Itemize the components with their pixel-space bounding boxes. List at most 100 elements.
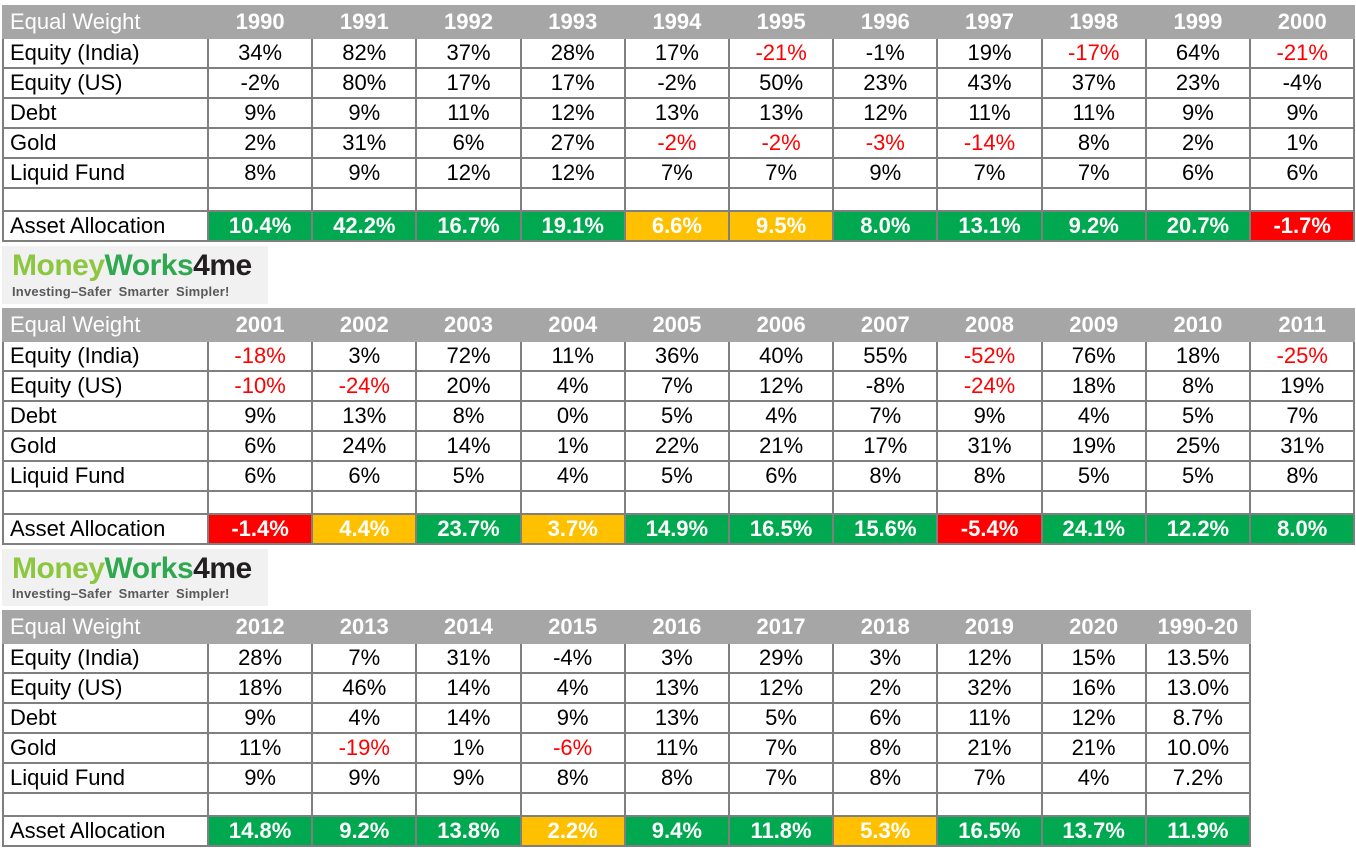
- return-cell: 7%: [936, 157, 1043, 189]
- asset-allocation-row: Asset Allocation -1.4% 4.4% 23.7% 3.7% 14.9% 1…: [2, 512, 1356, 545]
- return-cell: 72%: [415, 339, 522, 372]
- spacer-cell: [832, 489, 939, 515]
- return-cell: 13.5%: [1144, 642, 1252, 674]
- allocation-value-cell: 16.7%: [415, 210, 522, 242]
- return-cell: 19%: [1040, 429, 1147, 462]
- year-header-cell: 1997: [936, 5, 1043, 39]
- return-cell: -24%: [311, 369, 418, 402]
- asset-label-cell: Liquid Fund: [2, 762, 209, 794]
- logo-money-text: Money: [12, 551, 105, 585]
- return-cell: 9%: [415, 762, 522, 794]
- allocation-value-cell: 14.8%: [206, 815, 314, 847]
- return-cell: 9%: [1144, 97, 1252, 129]
- return-cell: 14%: [415, 702, 522, 734]
- return-cell: 6%: [1249, 157, 1356, 189]
- return-cell: 22%: [623, 429, 731, 462]
- return-cell: 18%: [1040, 369, 1147, 402]
- year-header-cell: 2008: [936, 307, 1043, 342]
- year-header-cell: 2014: [415, 610, 522, 644]
- return-cell: 8%: [832, 459, 939, 492]
- allocation-value-cell: 23.7%: [415, 512, 522, 545]
- return-cell: -19%: [311, 732, 418, 764]
- return-cell: -25%: [1249, 339, 1356, 372]
- return-cell: 5%: [623, 459, 731, 492]
- allocation-value-cell: 5.3%: [832, 815, 939, 847]
- return-cell: 64%: [1144, 37, 1252, 69]
- return-cell: 24%: [311, 429, 418, 462]
- spacer-cell: [936, 489, 1043, 515]
- asset-label-cell: Equity (US): [2, 369, 209, 402]
- return-cell: 12%: [728, 369, 835, 402]
- return-cell: 9%: [936, 399, 1043, 432]
- year-header-row: Equal Weight 2001 2002 2003 2004 2005 2006 2007…: [2, 307, 1356, 342]
- return-cell: -6%: [519, 732, 626, 764]
- asset-row: Equity (India) 34% 82% 37% 28% 17% -21% -1% 19% -…: [2, 37, 1356, 69]
- return-cell: 6%: [832, 702, 939, 734]
- year-header-cell: 2010: [1144, 307, 1252, 342]
- return-cell: 50%: [728, 67, 835, 99]
- asset-row: Debt 9% 4% 14% 9% 13% 5% 6% 11% 12% 8.7%: [2, 702, 1252, 734]
- return-cell: 12%: [519, 157, 626, 189]
- return-cell: 25%: [1144, 429, 1252, 462]
- asset-label-cell: Equity (India): [2, 339, 209, 372]
- spacer-row: [2, 792, 1252, 817]
- return-cell: 28%: [519, 37, 626, 69]
- return-cell: 6%: [311, 459, 418, 492]
- return-cell: 17%: [832, 429, 939, 462]
- return-cell: 34%: [206, 37, 314, 69]
- return-cell: 5%: [415, 459, 522, 492]
- spacer-cell: [415, 792, 522, 817]
- return-cell: 13.0%: [1144, 672, 1252, 704]
- return-cell: 6%: [1144, 157, 1252, 189]
- return-cell: 1%: [1249, 127, 1356, 159]
- year-header-cell: 2011: [1249, 307, 1356, 342]
- spacer-cell: [2, 792, 209, 817]
- moneyworks4me-logo: MoneyWorks4me Investing–Safer Smarter Si…: [2, 246, 268, 304]
- return-cell: -4%: [519, 642, 626, 674]
- return-cell: 7%: [1040, 157, 1147, 189]
- spacer-cell: [832, 792, 939, 817]
- return-cell: 8.7%: [1144, 702, 1252, 734]
- return-cell: 12%: [936, 642, 1043, 674]
- return-cell: 1%: [519, 429, 626, 462]
- year-header-cell: 1996: [832, 5, 939, 39]
- year-header-cell: 1990: [206, 5, 314, 39]
- spacer-cell: [2, 489, 209, 515]
- logo-tagline: Investing–Safer Smarter Simpler!: [12, 283, 230, 299]
- return-cell: 11%: [623, 732, 730, 764]
- asset-row: Equity (US) -10% -24% 20% 4% 7% 12% -8% -24% 18% 8…: [2, 369, 1356, 402]
- return-cell: 11%: [519, 339, 626, 372]
- asset-label-cell: Debt: [2, 702, 209, 734]
- return-cell: 4%: [1040, 399, 1147, 432]
- asset-row: Gold 6% 24% 14% 1% 22% 21% 17% 31% 19% 25% 31%: [2, 429, 1356, 462]
- return-cell: 31%: [1249, 429, 1356, 462]
- return-cell: 31%: [415, 642, 522, 674]
- return-cell: 3%: [832, 642, 939, 674]
- spacer-cell: [1249, 187, 1356, 212]
- return-cell: 6%: [728, 459, 835, 492]
- allocation-value-cell: 13.1%: [936, 210, 1043, 242]
- asset-label-cell: Liquid Fund: [2, 459, 209, 492]
- return-cell: -21%: [728, 37, 835, 69]
- return-cell: 20%: [415, 369, 522, 402]
- return-cell: 16%: [1040, 672, 1147, 704]
- year-header-cell: 2002: [311, 307, 418, 342]
- allocation-value-cell: -1.4%: [206, 512, 314, 545]
- spacer-cell: [311, 792, 418, 817]
- asset-row: Liquid Fund 8% 9% 12% 12% 7% 7% 9% 7% 7% 6% 6%: [2, 157, 1356, 189]
- allocation-value-cell: 42.2%: [311, 210, 418, 242]
- year-header-cell: 2003: [415, 307, 522, 342]
- spacer-cell: [936, 187, 1043, 212]
- return-cell: -21%: [1249, 37, 1356, 69]
- allocation-value-cell: -1.7%: [1249, 210, 1356, 242]
- return-cell: -4%: [1249, 67, 1356, 99]
- return-cell: 46%: [311, 672, 418, 704]
- return-cell: 18%: [206, 672, 314, 704]
- return-cell: 7%: [727, 732, 835, 764]
- moneyworks4me-logo: MoneyWorks4me Investing–Safer Smarter Si…: [2, 548, 268, 606]
- return-cell: 9%: [519, 702, 626, 734]
- asset-row: Debt 9% 9% 11% 12% 13% 13% 12% 11% 11% 9% 9%: [2, 97, 1356, 129]
- asset-allocation-row: Asset Allocation 14.8% 9.2% 13.8% 2.2% 9.4% 11…: [2, 815, 1252, 847]
- asset-label-cell: Equity (US): [2, 672, 209, 704]
- return-cell: 7%: [1249, 399, 1356, 432]
